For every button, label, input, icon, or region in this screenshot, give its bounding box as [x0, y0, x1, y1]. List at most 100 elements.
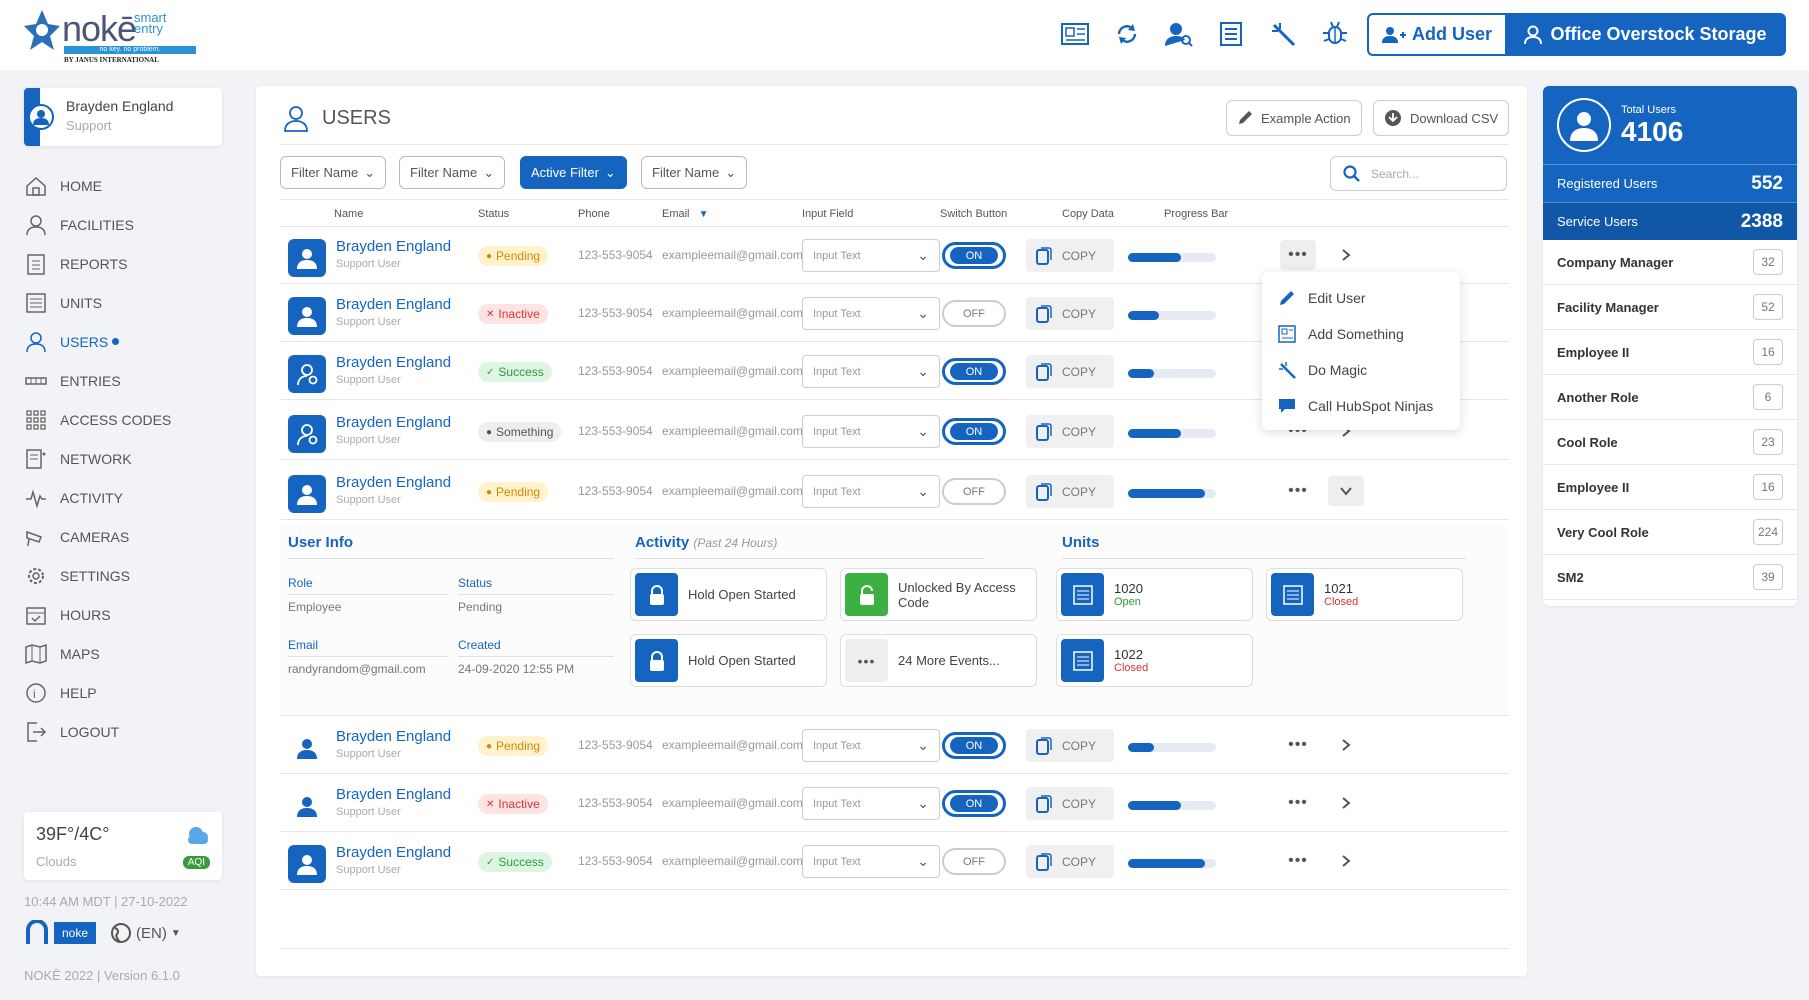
user-name-link[interactable]: Brayden England [336, 296, 452, 313]
role-row[interactable]: Employee II 16 [1543, 465, 1797, 510]
nav-help[interactable]: i HELP [24, 673, 171, 712]
col-email[interactable]: Email ▼ [662, 208, 709, 220]
user-name-link[interactable]: Brayden England [336, 238, 452, 255]
expand-row-button[interactable] [1328, 788, 1364, 818]
col-switch[interactable]: Switch Button [940, 208, 1008, 220]
nav-units[interactable]: UNITS [24, 283, 171, 322]
col-input[interactable]: Input Field [802, 208, 854, 220]
nav-settings[interactable]: SETTINGS [24, 556, 171, 595]
activity-event[interactable]: Hold Open Started [630, 634, 827, 687]
input-select[interactable]: Input Text ⌄ [802, 355, 940, 388]
user-name-link[interactable]: Brayden England [336, 786, 452, 803]
copy-button[interactable]: COPY [1026, 239, 1114, 272]
user-search-icon[interactable] [1159, 14, 1199, 54]
nav-entries[interactable]: ENTRIES [24, 361, 171, 400]
add-user-button[interactable]: Add User [1367, 13, 1505, 56]
more-events-button[interactable]: ••• 24 More Events... [840, 634, 1037, 687]
switch-toggle[interactable]: ON [942, 358, 1006, 385]
search-input[interactable]: Search... [1330, 156, 1507, 191]
more-actions-button[interactable]: ••• [1288, 482, 1308, 499]
role-row[interactable]: SM2 39 [1543, 555, 1797, 600]
switch-toggle[interactable]: OFF [942, 478, 1006, 505]
input-select[interactable]: Input Text ⌄ [802, 475, 940, 508]
current-user-card[interactable]: Brayden England Support [24, 88, 222, 146]
unit-card[interactable]: 1020 Open [1056, 568, 1253, 621]
switch-toggle[interactable]: OFF [942, 848, 1006, 875]
copy-button[interactable]: COPY [1026, 787, 1114, 820]
input-select[interactable]: Input Text ⌄ [802, 239, 940, 272]
table-row[interactable]: Brayden England Support User ● Pending 123-5… [280, 226, 1509, 284]
more-actions-button[interactable]: ••• [1288, 736, 1308, 753]
role-row[interactable]: Cool Role 23 [1543, 420, 1797, 465]
menu-do-magic[interactable]: Do Magic [1262, 352, 1460, 388]
menu-call-hubspot[interactable]: Call HubSpot Ninjas [1262, 388, 1460, 424]
table-row[interactable]: Brayden England Support User ✓ Success 123-5… [280, 342, 1509, 400]
activity-event[interactable]: Unlocked By Access Code [840, 568, 1037, 621]
filter-1[interactable]: Filter Name ⌄ [280, 156, 387, 189]
col-copy[interactable]: Copy Data [1062, 208, 1114, 220]
nav-hours[interactable]: HOURS [24, 595, 171, 634]
list-icon[interactable] [1211, 14, 1251, 54]
unit-card[interactable]: 1021 Closed [1266, 568, 1463, 621]
unit-card[interactable]: 1022 Closed [1056, 634, 1253, 687]
collapse-row-button[interactable] [1328, 476, 1364, 506]
facility-selector-button[interactable]: Office Overstock Storage [1505, 13, 1786, 56]
noke-logo[interactable]: nokē smart entry no key. no problem. BY J… [24, 8, 196, 64]
table-row[interactable]: Brayden England Support User ● Something 123… [280, 402, 1509, 460]
copy-button[interactable]: COPY [1026, 475, 1114, 508]
role-row[interactable]: Company Manager 32 [1543, 240, 1797, 285]
activity-event[interactable]: Hold Open Started [630, 568, 827, 621]
user-name-link[interactable]: Brayden England [336, 414, 452, 431]
input-select[interactable]: Input Text ⌄ [802, 415, 940, 448]
filter-2[interactable]: Filter Name ⌄ [399, 156, 506, 189]
switch-toggle[interactable]: ON [942, 418, 1006, 445]
switch-toggle[interactable]: OFF [942, 300, 1006, 327]
col-status[interactable]: Status [478, 208, 510, 220]
nav-users[interactable]: USERS [24, 322, 171, 361]
nav-logout[interactable]: LOGOUT [24, 712, 171, 751]
input-select[interactable]: Input Text ⌄ [802, 787, 940, 820]
table-row[interactable]: Brayden England Support User ● Pending 123-5… [280, 716, 1509, 774]
nav-access-codes[interactable]: ACCESS CODES [24, 400, 171, 439]
nav-maps[interactable]: MAPS [24, 634, 171, 673]
expand-row-button[interactable] [1328, 240, 1364, 270]
user-name-link[interactable]: Brayden England [336, 354, 452, 371]
copy-button[interactable]: COPY [1026, 415, 1114, 448]
bug-icon[interactable] [1315, 14, 1355, 54]
col-phone[interactable]: Phone [578, 208, 610, 220]
role-row[interactable]: Another Role 6 [1543, 375, 1797, 420]
role-row[interactable]: Facility Manager 52 [1543, 285, 1797, 330]
switch-toggle[interactable]: ON [942, 242, 1006, 269]
copy-button[interactable]: COPY [1026, 729, 1114, 762]
expand-row-button[interactable] [1328, 730, 1364, 760]
switch-toggle[interactable]: ON [942, 732, 1006, 759]
copy-button[interactable]: COPY [1026, 355, 1114, 388]
filter-active[interactable]: Active Filter ⌄ [520, 156, 627, 189]
input-select[interactable]: Input Text ⌄ [802, 845, 940, 878]
menu-edit-user[interactable]: Edit User [1262, 280, 1460, 316]
switch-toggle[interactable]: ON [942, 790, 1006, 817]
menu-add-something[interactable]: Add Something [1262, 316, 1460, 352]
nav-facilities[interactable]: FACILITIES [24, 205, 171, 244]
refresh-icon[interactable] [1107, 14, 1147, 54]
nav-home[interactable]: HOME [24, 166, 171, 205]
role-row[interactable]: Very Cool Role 224 [1543, 510, 1797, 555]
copy-button[interactable]: COPY [1026, 297, 1114, 330]
input-select[interactable]: Input Text ⌄ [802, 297, 940, 330]
copy-button[interactable]: COPY [1026, 845, 1114, 878]
more-actions-button[interactable]: ••• [1288, 852, 1308, 869]
nav-reports[interactable]: REPORTS [24, 244, 171, 283]
user-name-link[interactable]: Brayden England [336, 728, 452, 745]
table-row[interactable]: Brayden England Support User ● Pending 123-5… [280, 462, 1509, 520]
input-select[interactable]: Input Text ⌄ [802, 729, 940, 762]
user-name-link[interactable]: Brayden England [336, 474, 452, 491]
service-users-row[interactable]: Service Users 2388 [1543, 202, 1797, 240]
user-name-link[interactable]: Brayden England [336, 844, 452, 861]
table-row[interactable]: Brayden England Support User ✕ Inactive 123-… [280, 774, 1509, 832]
table-row[interactable]: Brayden England Support User ✓ Success 123-5… [280, 832, 1509, 890]
registered-users-row[interactable]: Registered Users 552 [1543, 164, 1797, 202]
nav-activity[interactable]: ACTIVITY [24, 478, 171, 517]
expand-row-button[interactable] [1328, 846, 1364, 876]
magic-wand-icon[interactable] [1263, 14, 1303, 54]
language-selector[interactable]: (EN) ▼ [110, 922, 181, 944]
